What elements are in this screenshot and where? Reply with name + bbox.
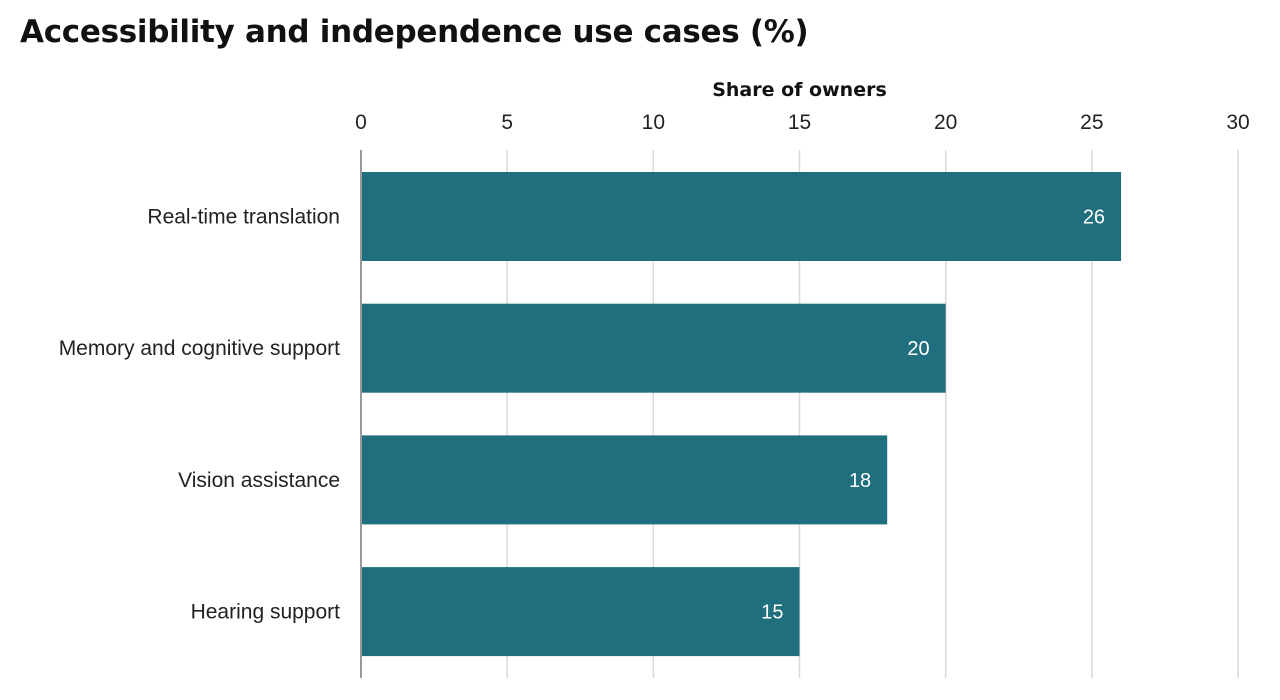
category-label: Hearing support	[191, 601, 341, 624]
x-tick-label: 25	[1080, 111, 1103, 134]
x-tick-label: 20	[934, 111, 957, 134]
bar-value-label: 26	[1083, 207, 1105, 229]
bar-value-label: 15	[761, 602, 783, 624]
bar	[361, 172, 1122, 261]
labels: Share of owners 0 5 10 15 20 25 30 Real-time tr…	[59, 79, 1250, 678]
x-tick-label: 15	[788, 111, 811, 134]
bar-value-label: 18	[849, 470, 871, 492]
x-axis-title: Share of owners	[712, 79, 887, 101]
bar	[361, 435, 888, 525]
x-tick-label: 0	[355, 111, 367, 134]
bar	[361, 567, 800, 657]
x-tick-label: 5	[501, 111, 513, 134]
category-label: Vision assistance	[178, 469, 340, 492]
x-tick-label: 30	[1226, 111, 1249, 134]
category-label: Memory and cognitive support	[59, 337, 340, 360]
category-label: Real-time translation	[147, 206, 340, 229]
bar-value-label: 20	[907, 338, 929, 360]
chart-title: Accessibility and independence use cases…	[20, 14, 809, 50]
bars	[361, 172, 1122, 657]
x-tick-label: 10	[642, 111, 665, 134]
bar	[361, 303, 946, 393]
